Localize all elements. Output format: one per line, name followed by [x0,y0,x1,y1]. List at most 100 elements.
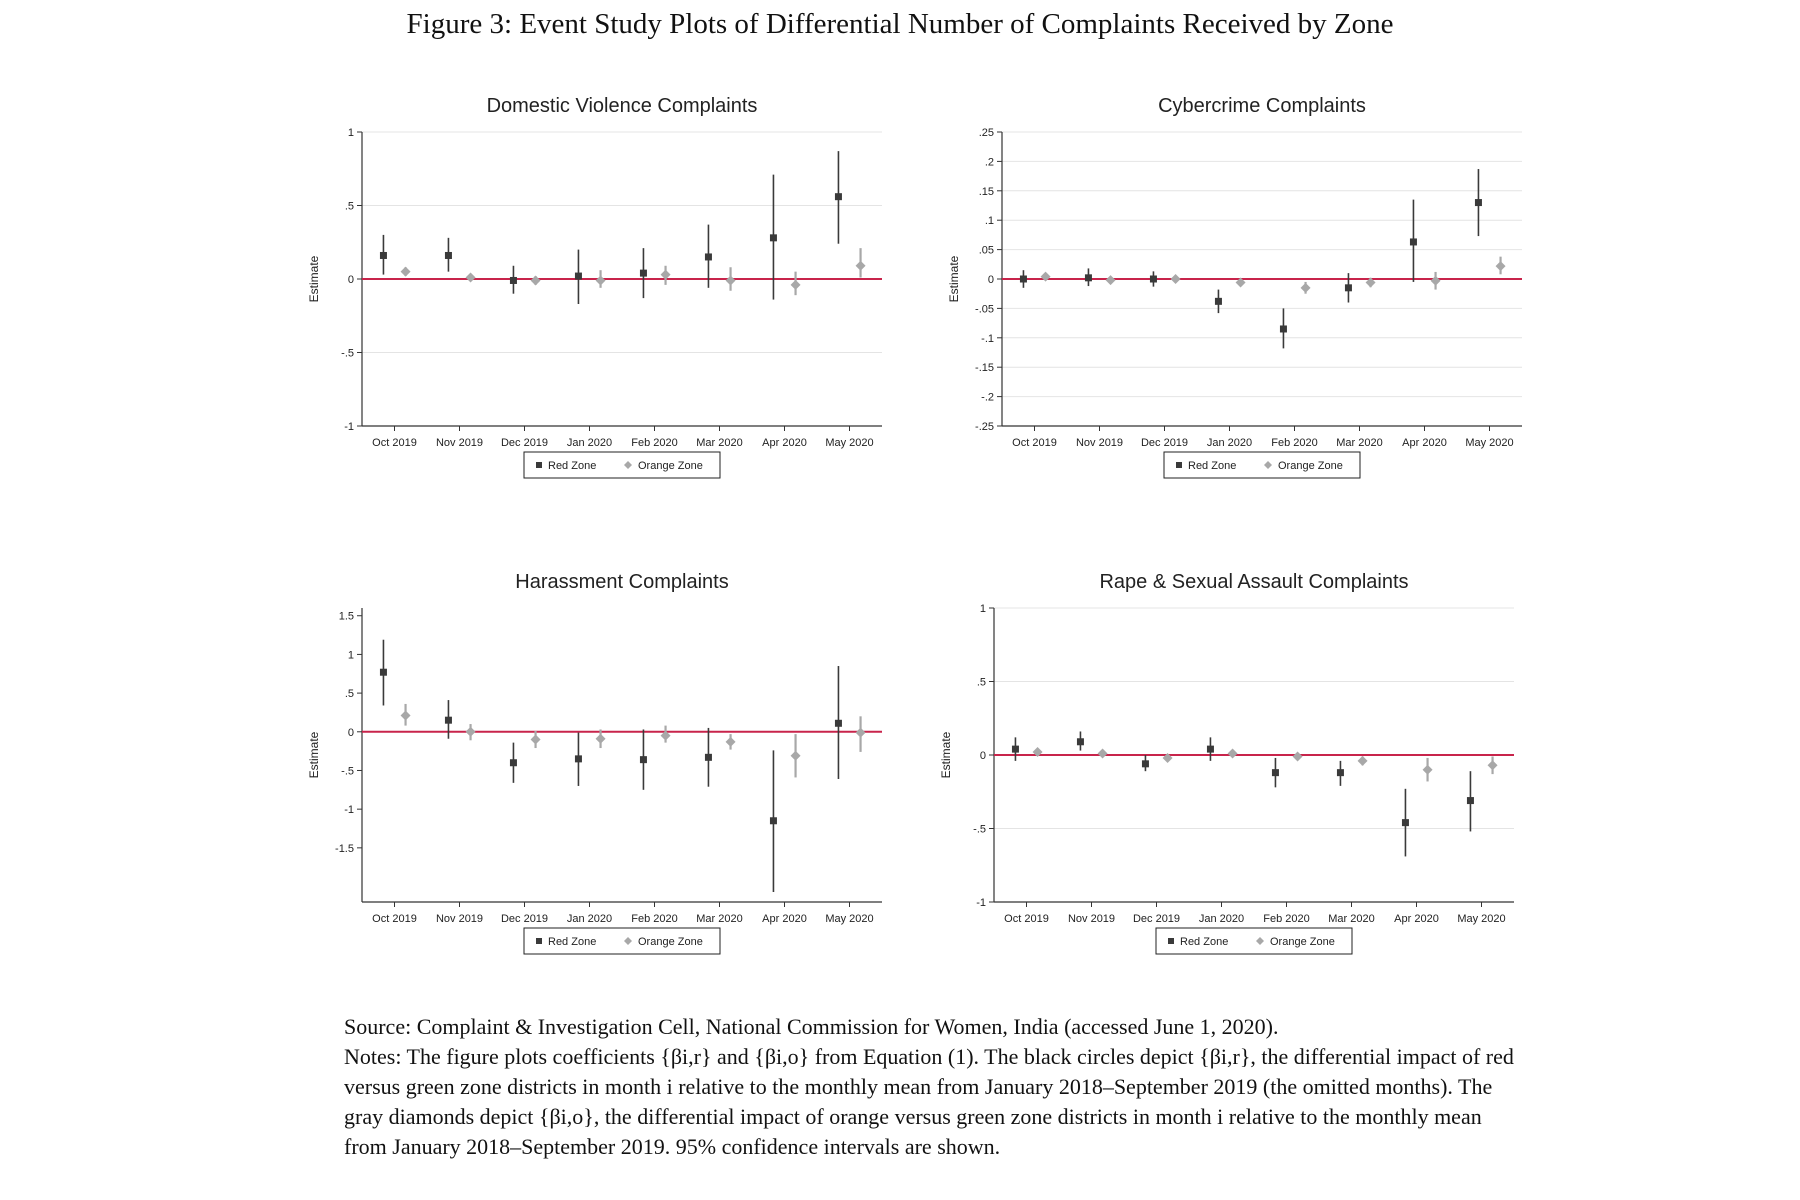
red-zone-point [1011,745,1019,753]
red-zone-point [1019,275,1027,283]
y-tick-label: -.5 [973,824,986,836]
orange-zone-point [725,275,736,286]
y-tick-label: .15 [979,186,994,198]
orange-zone-point [530,734,541,745]
notes-paragraph: Notes: The figure plots coefficients {βi… [344,1044,1514,1159]
orange-zone-point [1292,751,1303,762]
y-tick-label: 0 [348,274,354,286]
y-tick-label: 0 [348,727,354,739]
y-axis-title: Estimate [939,731,953,778]
orange-zone-point [1365,277,1376,288]
y-tick-label: .2 [985,156,994,168]
legend-box [523,927,721,955]
orange-zone-point [855,260,866,271]
y-tick-label: -.15 [975,362,994,374]
x-tick-label: Feb 2020 [1263,913,1309,925]
y-tick-label: .5 [345,688,354,700]
figure-notes: Source: Complaint & Investigation Cell, … [344,1012,1514,1162]
chart-title: Rape & Sexual Assault Complaints [1099,571,1408,593]
red-zone-point [834,719,842,727]
red-zone-point [1279,325,1287,333]
chart-cybercrime: Cybercrime Complaints -.25 -.2 -.15 -.1 -.05 0… [940,80,1560,500]
y-axis-title: Estimate [307,731,321,778]
y-tick-label: -1.5 [335,843,354,855]
figure-title: Figure 3: Event Study Plots of Different… [406,8,1394,40]
red-zone-point [1149,275,1157,283]
red-zone-point [1271,769,1279,777]
x-tick-label: Jan 2020 [567,437,612,449]
orange-zone-point [595,733,606,744]
red-zone-point [1336,769,1344,777]
x-tick-label: Nov 2019 [436,913,483,925]
red-zone-point [574,755,582,763]
legend-red-zone-marker [1168,938,1174,944]
x-tick-label: Apr 2020 [1402,437,1447,449]
y-tick-label: -.5 [341,348,354,360]
x-tick-label: May 2020 [1465,437,1513,449]
red-zone-point [1409,238,1417,246]
orange-zone-point [1422,764,1433,775]
legend-red-zone-label: Red Zone [548,936,596,948]
red-zone-point [379,668,387,676]
chart-svg: Domestic Violence Complaints -1 -.5 0 .5 1 Est… [307,95,882,479]
red-zone-point [444,251,452,259]
orange-zone-point [660,269,671,280]
orange-zone-point [1097,748,1108,759]
orange-zone-point [1170,274,1181,284]
x-tick-label: Dec 2019 [1133,913,1180,925]
y-tick-label: .5 [345,201,354,213]
red-zone-point [1076,738,1084,746]
orange-zone-point [530,275,541,286]
orange-zone-point [790,279,801,290]
orange-zone-point [465,272,476,283]
x-tick-label: Mar 2020 [696,913,742,925]
x-tick-label: Dec 2019 [1141,437,1188,449]
red-zone-point [1141,760,1149,768]
x-tick-label: Apr 2020 [762,437,807,449]
x-tick-label: Jan 2020 [1207,437,1252,449]
chart-rape-sexual-assault: Rape & Sexual Assault Complaints -1 -.5 0 .5… [932,556,1552,976]
x-tick-label: Dec 2019 [501,913,548,925]
source-note: Source: Complaint & Investigation Cell, … [344,1014,1279,1039]
orange-zone-point [1040,271,1051,282]
legend: Red Zone Orange Zone [1163,451,1361,479]
x-tick-label: Nov 2019 [1068,913,1115,925]
y-tick-label: 1 [348,127,354,139]
orange-zone-point [465,726,476,737]
y-tick-label: -.5 [341,765,354,777]
red-zone-point [1084,274,1092,282]
y-tick-label: .05 [979,245,994,257]
y-tick-label: 1 [348,649,354,661]
x-tick-label: Oct 2019 [372,437,417,449]
x-tick-label: Mar 2020 [696,437,742,449]
legend-red-zone-label: Red Zone [548,460,596,472]
y-tick-label: -1 [976,897,986,909]
orange-zone-point [1235,277,1246,288]
legend-orange-zone-label: Orange Zone [1278,460,1343,472]
chart-title: Harassment Complaints [515,571,728,593]
red-zone-point [769,817,777,825]
red-zone-point [509,759,517,767]
orange-zone-point [400,266,411,277]
chart-harassment: Harassment Complaints -1.5 -1 -.5 0 .5 1 1.5 Est… [300,556,920,976]
orange-zone-point [1032,747,1043,758]
red-zone-point [834,193,842,201]
chart-domestic-violence: Domestic Violence Complaints -1 -.5 0 .5 1 Est… [300,80,920,500]
orange-zone-point [1430,275,1441,286]
x-tick-label: Jan 2020 [567,913,612,925]
y-tick-label: 0 [980,750,986,762]
legend-orange-zone-label: Orange Zone [1270,936,1335,948]
x-tick-label: Mar 2020 [1328,913,1374,925]
red-zone-point [444,716,452,724]
x-tick-label: Jan 2020 [1199,913,1244,925]
red-zone-point [574,272,582,280]
chart-title: Cybercrime Complaints [1158,95,1366,117]
orange-zone-point [660,730,671,741]
x-tick-label: May 2020 [825,437,873,449]
legend-red-zone-marker [1176,462,1182,468]
red-zone-point [704,753,712,761]
red-zone-point [1206,745,1214,753]
red-zone-point [639,756,647,764]
y-tick-label: .1 [985,215,994,227]
x-tick-label: Apr 2020 [762,913,807,925]
